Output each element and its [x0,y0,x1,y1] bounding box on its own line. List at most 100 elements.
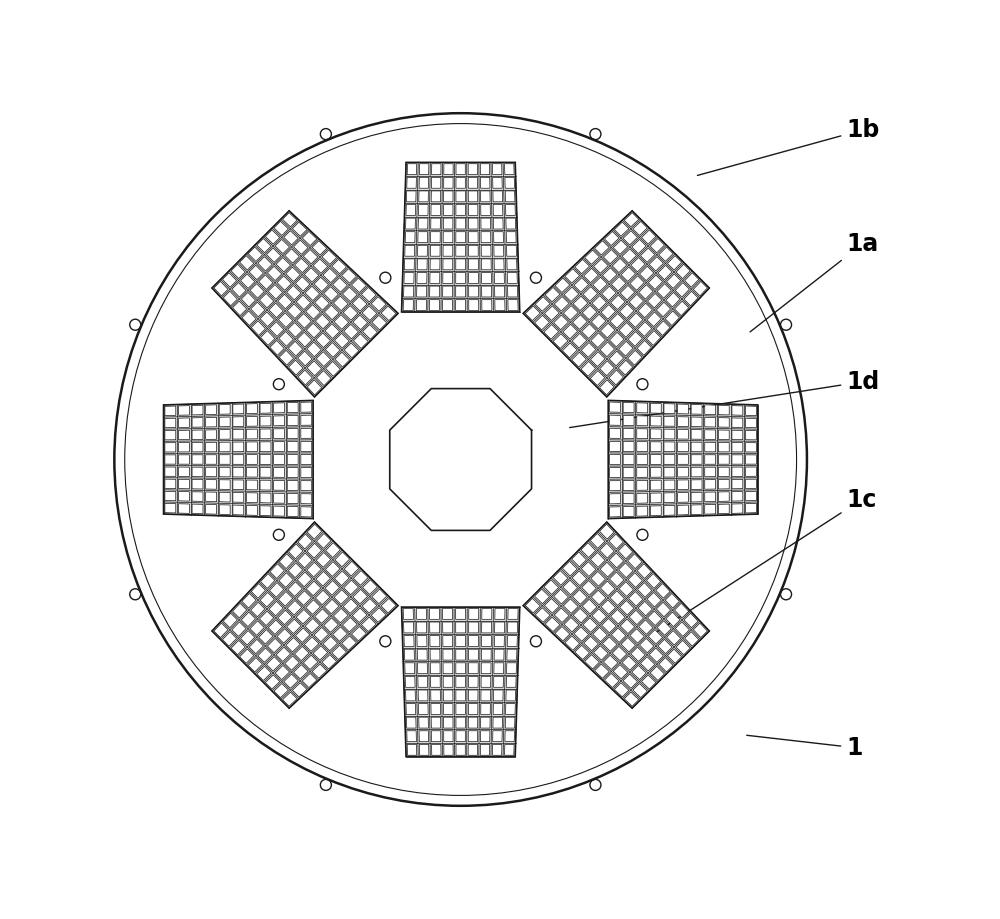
Polygon shape [732,492,743,501]
Polygon shape [493,218,503,229]
Polygon shape [678,493,688,503]
Polygon shape [535,297,550,312]
Polygon shape [219,442,230,452]
Polygon shape [469,245,478,256]
Polygon shape [298,370,312,385]
Polygon shape [732,430,743,439]
Polygon shape [693,281,707,296]
Polygon shape [691,442,702,452]
Polygon shape [746,443,756,452]
Polygon shape [493,690,503,701]
Polygon shape [665,311,679,325]
Polygon shape [267,639,282,652]
Polygon shape [732,455,743,464]
Polygon shape [705,430,716,439]
Polygon shape [732,443,743,452]
Polygon shape [302,232,317,245]
Polygon shape [371,607,386,622]
Polygon shape [418,232,428,243]
Polygon shape [257,666,271,680]
Polygon shape [246,416,257,426]
Polygon shape [305,618,320,633]
Polygon shape [274,442,285,451]
Polygon shape [637,468,648,477]
Polygon shape [418,690,428,701]
Polygon shape [403,300,413,311]
Polygon shape [192,492,203,502]
Polygon shape [443,704,453,714]
Polygon shape [288,323,302,337]
Polygon shape [508,622,518,633]
Polygon shape [251,602,265,617]
Polygon shape [206,442,217,452]
Polygon shape [353,315,368,330]
Polygon shape [333,296,348,311]
Polygon shape [637,403,648,413]
Polygon shape [287,441,298,451]
Polygon shape [585,654,599,669]
Polygon shape [590,352,605,367]
Polygon shape [316,572,330,586]
Polygon shape [405,663,415,674]
Polygon shape [675,622,689,636]
Polygon shape [456,622,466,633]
Polygon shape [612,258,627,273]
Polygon shape [630,276,644,290]
Polygon shape [429,608,440,619]
Polygon shape [316,552,331,567]
Polygon shape [469,608,479,619]
Polygon shape [650,239,664,253]
Polygon shape [505,717,515,728]
Polygon shape [178,504,189,514]
Polygon shape [296,609,311,624]
Polygon shape [279,350,294,365]
Polygon shape [332,645,346,660]
Polygon shape [352,627,366,641]
Polygon shape [275,665,290,679]
Polygon shape [631,647,645,662]
Polygon shape [469,636,479,646]
Polygon shape [493,205,503,215]
Polygon shape [493,704,503,714]
Polygon shape [575,645,589,660]
Polygon shape [609,351,624,366]
Polygon shape [260,481,271,490]
Polygon shape [405,676,415,687]
Polygon shape [325,581,340,596]
Polygon shape [417,649,427,660]
Polygon shape [432,744,441,755]
Polygon shape [554,315,568,330]
Polygon shape [246,480,257,490]
Polygon shape [444,164,453,175]
Polygon shape [249,266,263,279]
Polygon shape [165,455,176,464]
Polygon shape [292,222,307,236]
Polygon shape [705,417,716,427]
Polygon shape [718,505,729,514]
Polygon shape [584,636,598,651]
Polygon shape [287,455,298,464]
Polygon shape [268,620,283,634]
Polygon shape [313,646,328,660]
Polygon shape [746,418,756,427]
Polygon shape [623,468,634,478]
Polygon shape [269,322,284,336]
Polygon shape [287,304,302,319]
Polygon shape [419,744,429,755]
Polygon shape [505,177,515,188]
Polygon shape [693,623,707,638]
Polygon shape [268,285,283,299]
Polygon shape [407,164,417,175]
Polygon shape [178,480,189,489]
Polygon shape [544,324,559,339]
Polygon shape [246,403,257,414]
Polygon shape [266,248,281,262]
Polygon shape [265,675,280,689]
Polygon shape [611,609,625,624]
Polygon shape [667,649,682,664]
Polygon shape [507,273,517,283]
Polygon shape [507,259,517,270]
Polygon shape [593,278,607,291]
Polygon shape [678,455,688,464]
Polygon shape [165,430,176,440]
